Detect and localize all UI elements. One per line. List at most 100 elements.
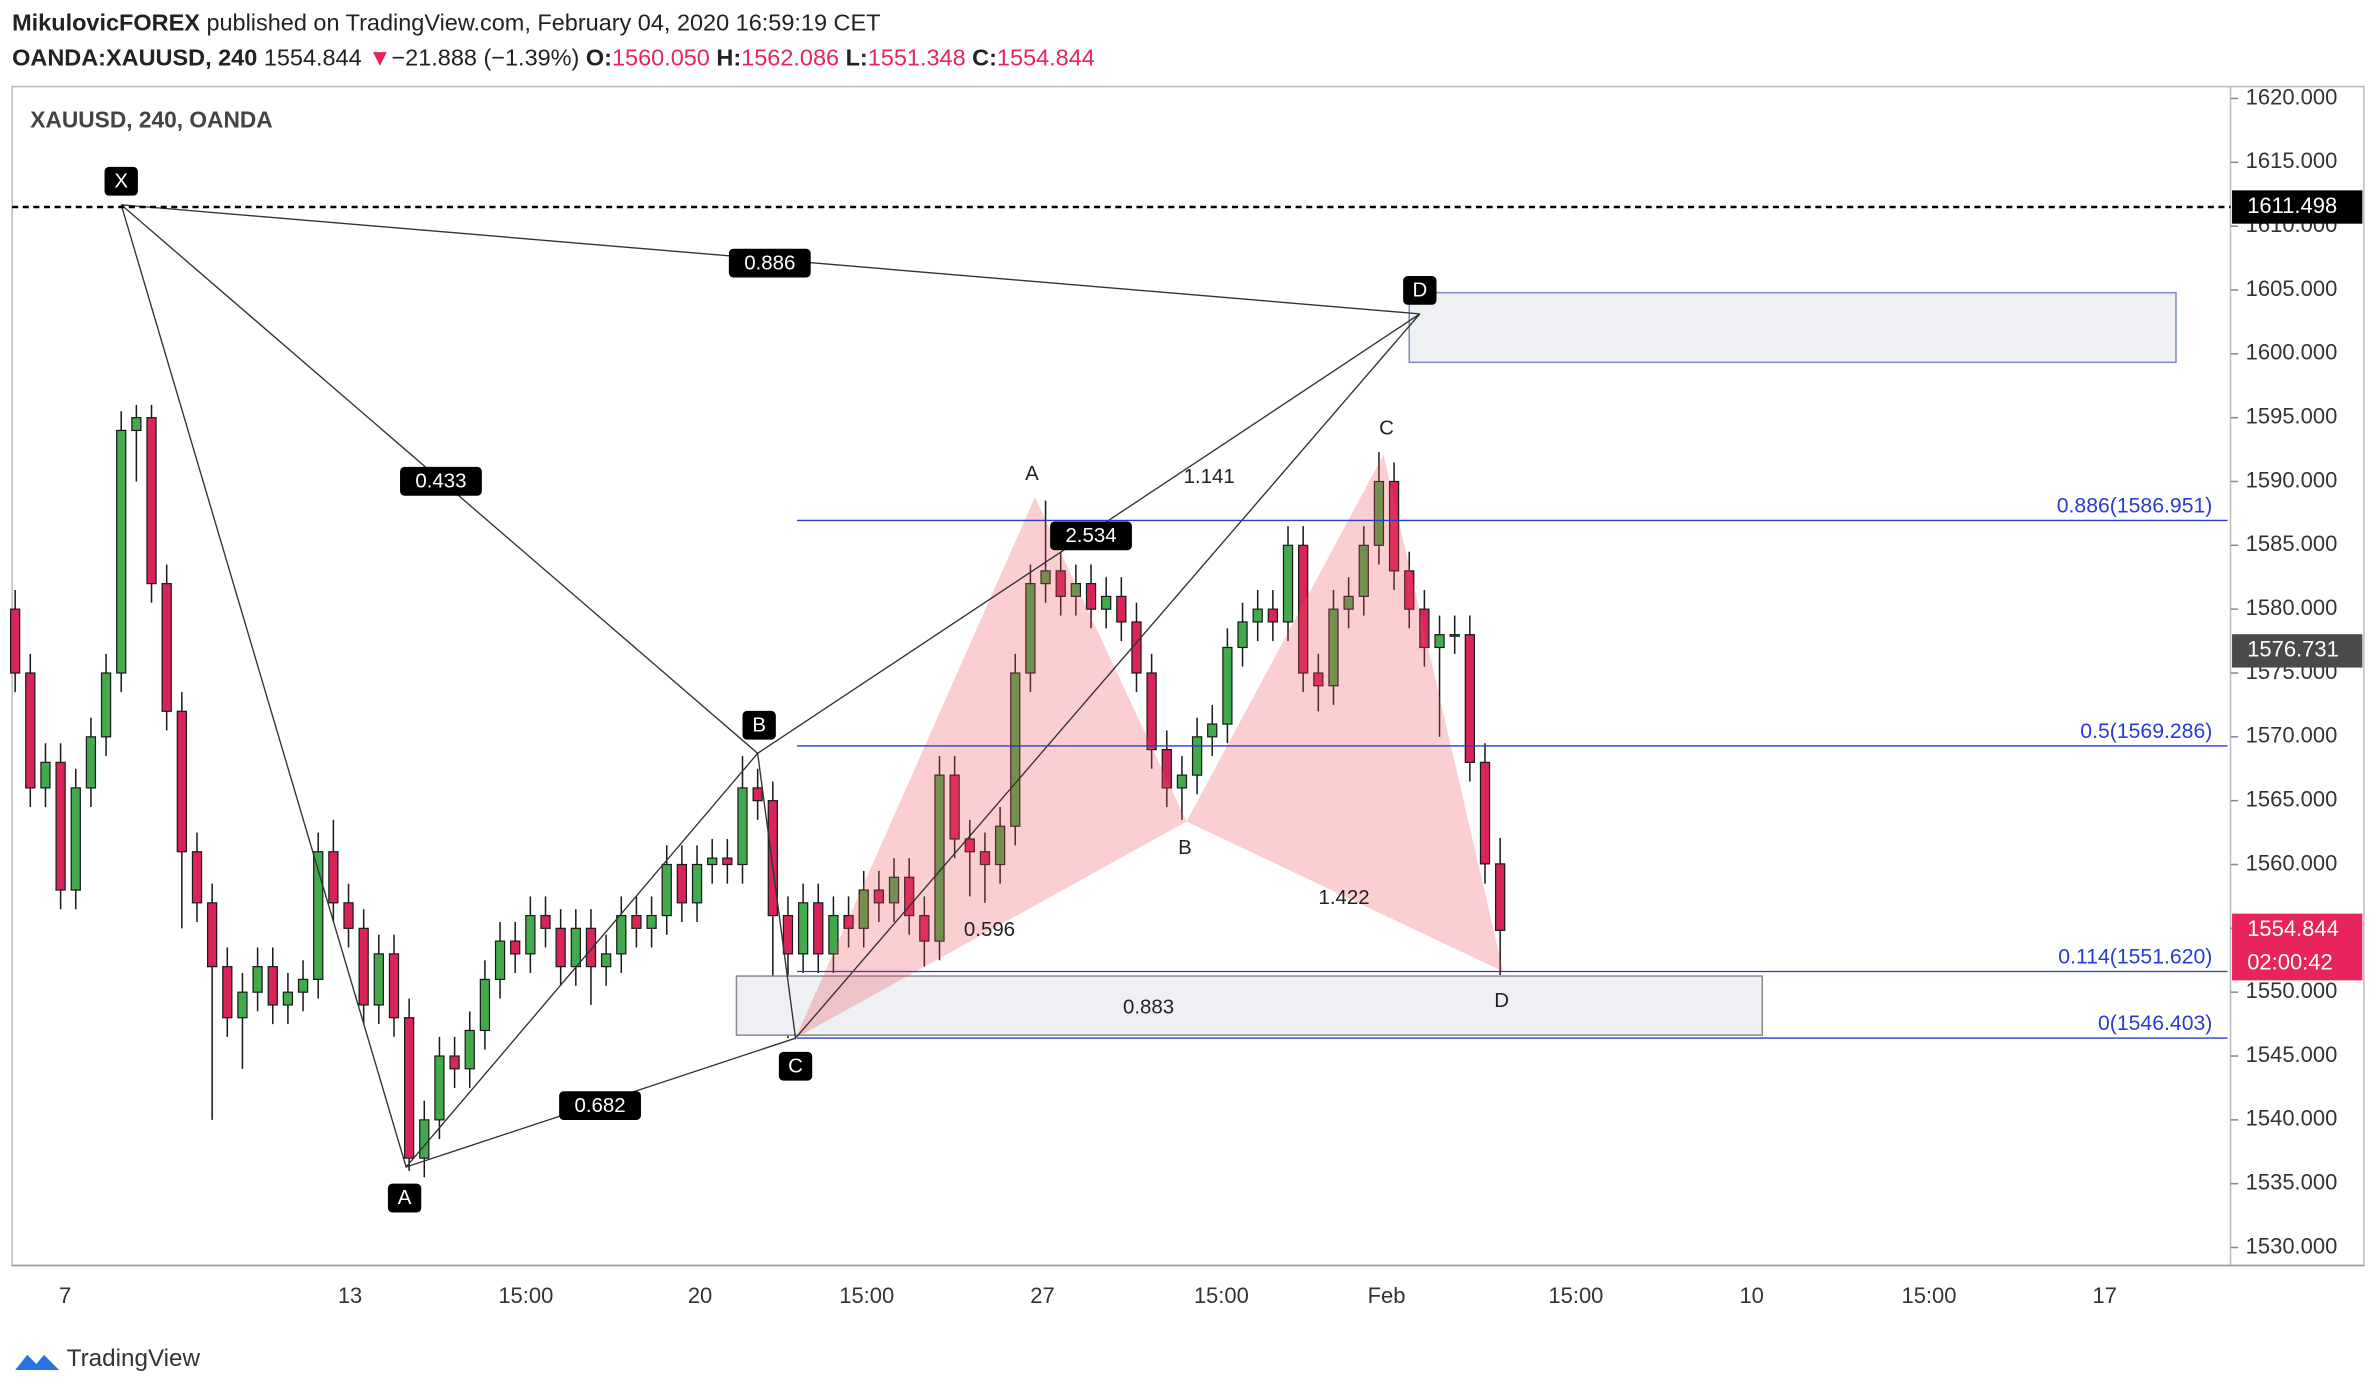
x-tick-label: 15:00 — [1901, 1283, 1956, 1308]
tag: B — [752, 713, 766, 736]
h-label: H: — [716, 45, 741, 71]
y-tick-label: 1615.000 — [2246, 148, 2338, 173]
y-tick-label: 1580.000 — [2246, 595, 2338, 620]
candle-body — [843, 914, 854, 929]
candle-body — [1237, 621, 1248, 649]
countdown: 02:00:42 — [2247, 949, 2333, 974]
candle-body — [782, 914, 794, 955]
inner-labels: A B C D 0.596 1.141 1.422 0.883 — [964, 416, 1509, 1018]
candle-body — [1040, 570, 1051, 585]
candle-body — [828, 914, 839, 955]
ratio-label: 1.422 — [1318, 886, 1369, 909]
candle-body — [873, 889, 885, 904]
candle-body — [722, 857, 733, 866]
y-tick-label: 1540.000 — [2246, 1106, 2338, 1131]
price-tag-label: 1554.844 — [2247, 916, 2339, 941]
pattern-tags: X A B C D 0.433 0.886 0.682 2.534 — [104, 166, 1437, 1213]
candle-body — [1449, 634, 1460, 637]
candle-body — [570, 927, 581, 968]
candle-body — [767, 800, 778, 917]
candle-body — [691, 863, 703, 904]
header-line: MikulovicFOREX published on TradingView.… — [12, 10, 880, 36]
candle-body — [10, 608, 21, 674]
candle-body — [1176, 774, 1188, 789]
y-tick-label: 1545.000 — [2246, 1042, 2338, 1067]
author: MikulovicFOREX — [12, 10, 200, 36]
y-tick-label: 1590.000 — [2246, 467, 2338, 492]
candle-body — [1464, 634, 1475, 763]
candle-body — [1495, 863, 1506, 931]
symbol: OANDA:XAUUSD, 240 — [12, 45, 257, 71]
countdown-box — [2232, 947, 2363, 981]
candle-body — [555, 927, 566, 968]
candle-body — [994, 825, 1006, 866]
candle-body — [358, 927, 369, 1006]
candle-body — [40, 761, 51, 789]
tag-box — [778, 1051, 813, 1081]
tag-box — [728, 248, 811, 278]
candle-body — [1131, 621, 1142, 674]
candle-body — [449, 1055, 460, 1070]
pattern-triangle — [1186, 454, 1504, 972]
candle-body — [55, 761, 66, 891]
x-tick-label: 17 — [2093, 1283, 2117, 1308]
ratio-label: 0.883 — [1123, 995, 1174, 1018]
x-tick-label: 27 — [1030, 1283, 1054, 1308]
fib-label: 0.886(1586.951) — [2057, 494, 2213, 517]
marks — [10, 404, 1506, 1178]
l: 1551.348 — [868, 45, 966, 71]
last: 1554.844 — [264, 45, 362, 71]
candle-body — [1161, 748, 1172, 789]
candle-body — [979, 851, 991, 866]
h: 1562.086 — [741, 45, 839, 71]
candle-body — [267, 966, 278, 1006]
candle-body — [403, 1017, 415, 1159]
candle-body — [949, 774, 960, 840]
candle-body — [313, 851, 324, 981]
c: 1554.844 — [997, 45, 1095, 71]
footer: TradingView — [15, 1345, 201, 1372]
fib-label: 0(1546.403) — [2098, 1012, 2212, 1035]
candle-body — [1267, 608, 1279, 623]
candle-body — [661, 863, 672, 917]
candle-body — [1328, 608, 1339, 687]
l-label: L: — [846, 45, 868, 71]
candle-body — [934, 774, 945, 942]
y-tick-label: 1600.000 — [2246, 340, 2338, 365]
tag-box — [104, 166, 138, 196]
y-tick-label: 1570.000 — [2246, 723, 2338, 748]
ratio-tag: 0.433 — [415, 469, 466, 492]
chart-title: XAUUSD, 240, OANDA — [30, 106, 272, 132]
point-label: D — [1494, 989, 1509, 1012]
candle-body — [297, 978, 309, 993]
candle-body — [1358, 544, 1369, 598]
y-tick-label: 1595.000 — [2246, 403, 2338, 428]
tag-box — [559, 1091, 641, 1121]
candle-body — [1146, 672, 1157, 751]
candle-body — [540, 914, 551, 929]
ratio-tag: 0.682 — [574, 1094, 625, 1117]
candle-body — [904, 876, 915, 917]
change: −21.888 (−1.39%) — [391, 45, 579, 71]
candle-body — [1222, 646, 1233, 725]
ratio-tag: 0.886 — [744, 251, 795, 274]
candle-body — [964, 838, 975, 853]
fib-label: 0.114(1551.620) — [2058, 945, 2212, 968]
candle-body — [737, 787, 748, 866]
candle-body — [888, 876, 900, 904]
candle-body — [1373, 480, 1385, 546]
candle-body — [707, 857, 718, 866]
candle-body — [1070, 583, 1082, 598]
candle-body — [343, 902, 354, 929]
candle-body — [919, 914, 930, 942]
candle-body — [1025, 583, 1036, 674]
ratio-tag: 2.534 — [1065, 524, 1116, 547]
price-tag-label: 1576.731 — [2247, 637, 2339, 662]
y-tick-label: 1605.000 — [2246, 276, 2338, 301]
candle-body — [1298, 544, 1309, 674]
candle-body — [1101, 595, 1112, 610]
x-tick-label: 15:00 — [839, 1283, 894, 1308]
candle-body — [510, 940, 521, 955]
